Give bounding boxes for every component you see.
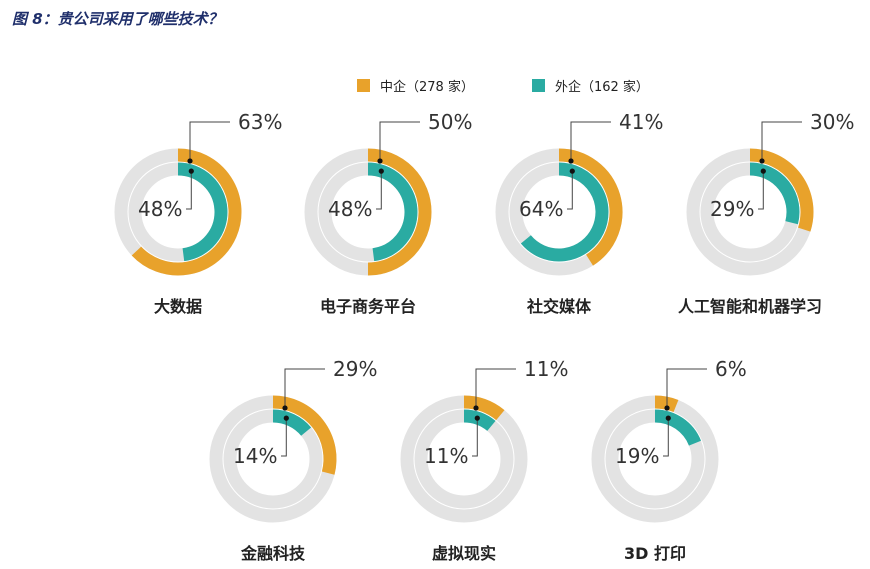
item-2-foreign-dot	[569, 168, 575, 174]
item-5-foreign-leader	[472, 418, 478, 457]
item-0-chinese-dot	[187, 158, 193, 164]
item-1-foreign-dot	[378, 168, 384, 174]
item-0-chinese-label: 63%	[238, 110, 282, 134]
legend-label-foreign: 外企（162 家）	[554, 79, 649, 95]
item-4-foreign-dot	[283, 415, 289, 421]
item-1-foreign-leader	[376, 171, 382, 210]
item-2-foreign-arc	[520, 162, 609, 262]
item-6-chinese-dot	[664, 405, 670, 411]
legend-label-chinese: 中企（278 家）	[380, 79, 474, 95]
item-4-chinese-label: 29%	[333, 357, 377, 381]
item-3-foreign-leader	[758, 171, 764, 210]
item-5-chinese-label: 11%	[524, 357, 568, 381]
item-4-chinese-arc	[272, 395, 337, 475]
chart-title: 图 8：贵公司采用了哪些技术？	[12, 10, 223, 28]
item-3-foreign-arc	[749, 162, 800, 225]
item-3-category-label: 人工智能和机器学习	[678, 297, 822, 316]
item-0-foreign-arc	[177, 162, 228, 262]
item-3-foreign-label: 29%	[710, 197, 754, 221]
item-0-foreign-label: 48%	[138, 197, 182, 221]
legend-swatch-chinese	[357, 78, 370, 92]
item-2-foreign-label: 64%	[519, 197, 563, 221]
item-6-chinese-arc	[654, 395, 679, 413]
item-3-chinese-arc	[749, 148, 814, 232]
legend-item-chinese: 中企（278 家）	[357, 76, 474, 95]
item-0-chinese-arc	[131, 148, 242, 276]
item-1-chinese-arc	[367, 148, 432, 276]
item-2-chinese-leader	[570, 121, 611, 161]
item-6-category-label: 3D 打印	[624, 544, 686, 563]
item-5-foreign-label: 11%	[424, 444, 468, 468]
item-6-foreign-leader	[663, 418, 669, 457]
item-5-chinese-leader	[475, 368, 516, 408]
item-0-category-label: 大数据	[154, 297, 202, 316]
item-0-chinese-leader	[189, 121, 230, 161]
item-6-chinese-label: 6%	[715, 357, 747, 381]
item-1-category-label: 电子商务平台	[320, 297, 416, 316]
item-4-category-label: 金融科技	[240, 544, 306, 563]
item-3-chinese-label: 30%	[810, 110, 854, 134]
item-5-foreign-dot	[474, 415, 480, 421]
legend-swatch-foreign	[531, 78, 545, 92]
item-4-foreign-label: 14%	[233, 444, 277, 468]
item-4-foreign-arc	[272, 409, 312, 437]
item-4-chinese-leader	[284, 368, 325, 408]
item-1-chinese-leader	[379, 121, 420, 161]
item-2-category-label: 社交媒体	[526, 297, 592, 316]
item-1-chinese-label: 50%	[428, 110, 472, 134]
item-6-foreign-dot	[665, 415, 671, 421]
item-2-chinese-arc	[558, 148, 623, 266]
item-5-category-label: 虚拟现实	[432, 544, 496, 563]
item-6-foreign-label: 19%	[615, 444, 659, 468]
legend: 中企（278 家） 外企（162 家）	[357, 75, 707, 95]
item-0-foreign-leader	[186, 171, 192, 210]
legend-item-foreign: 外企（162 家）	[531, 76, 649, 95]
item-3-chinese-leader	[761, 121, 802, 161]
item-3-chinese-dot	[759, 158, 765, 164]
item-6-chinese-leader	[666, 368, 707, 408]
item-5-chinese-arc	[463, 395, 505, 421]
item-2-chinese-dot	[568, 158, 574, 164]
item-1-foreign-arc	[367, 162, 418, 262]
item-0-foreign-dot	[188, 168, 194, 174]
item-3-foreign-dot	[760, 168, 766, 174]
item-2-foreign-leader	[567, 171, 573, 210]
item-1-foreign-label: 48%	[328, 197, 372, 221]
item-4-chinese-dot	[282, 405, 288, 411]
item-5-chinese-dot	[473, 405, 479, 411]
item-4-foreign-leader	[281, 418, 287, 457]
item-2-chinese-label: 41%	[619, 110, 663, 134]
item-6-foreign-arc	[654, 409, 702, 446]
item-1-chinese-dot	[377, 158, 383, 164]
